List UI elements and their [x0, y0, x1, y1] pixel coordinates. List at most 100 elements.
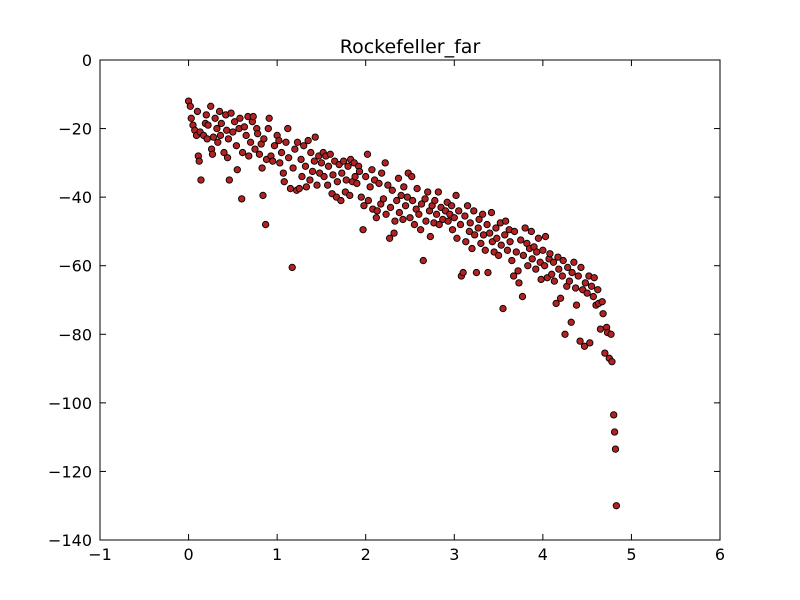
data-point: [385, 234, 394, 242]
data-point: [289, 164, 297, 172]
y-tick-label: −60: [58, 257, 92, 276]
data-point: [323, 181, 332, 189]
data-point: [329, 171, 337, 179]
data-point: [471, 231, 479, 239]
data-point: [307, 148, 315, 157]
data-point: [359, 226, 367, 234]
data-point: [572, 301, 581, 309]
data-point: [285, 154, 293, 162]
data-point: [474, 224, 482, 232]
data-point: [570, 258, 578, 266]
data-point: [324, 162, 333, 170]
data-point: [400, 183, 408, 191]
data-point: [524, 262, 532, 270]
data-point: [390, 229, 398, 237]
data-point: [282, 138, 290, 146]
data-point: [261, 220, 270, 229]
data-point: [366, 183, 374, 191]
data-point: [481, 246, 489, 254]
data-point: [311, 133, 319, 141]
y-tick-label: −100: [48, 394, 92, 413]
data-point: [452, 191, 460, 200]
data-point: [483, 220, 491, 229]
data-point: [364, 196, 373, 205]
x-tick-label: 4: [538, 545, 548, 564]
data-point: [304, 136, 312, 145]
data-point: [279, 169, 287, 177]
data-point: [576, 337, 584, 345]
data-point: [417, 200, 426, 208]
data-point: [487, 208, 496, 217]
data-point: [556, 294, 565, 302]
data-point: [394, 174, 403, 182]
data-point: [382, 210, 390, 218]
data-point: [589, 292, 597, 301]
data-point: [549, 258, 558, 266]
data-point: [413, 184, 421, 193]
data-point: [326, 150, 334, 158]
data-point: [539, 246, 547, 254]
data-point: [577, 263, 585, 272]
x-tick-label: −1: [88, 545, 112, 564]
data-point: [409, 196, 417, 205]
data-point: [558, 272, 566, 280]
data-point: [601, 349, 609, 357]
data-point: [571, 284, 580, 292]
data-point: [541, 232, 550, 241]
data-point: [494, 251, 503, 260]
data-point: [552, 299, 560, 308]
data-point: [586, 339, 594, 347]
data-point: [550, 277, 559, 285]
data-point: [245, 152, 253, 160]
plot-frame: [99, 59, 721, 541]
data-point: [225, 176, 233, 184]
data-point: [444, 217, 452, 225]
data-point: [251, 145, 259, 153]
data-point: [284, 124, 292, 133]
x-tick-label: 2: [361, 545, 371, 564]
data-point: [203, 135, 211, 143]
data-point: [502, 217, 510, 225]
data-point: [463, 202, 472, 210]
data-point: [521, 224, 529, 232]
data-point: [246, 138, 255, 146]
data-point: [217, 119, 225, 128]
data-point: [229, 128, 237, 136]
data-point: [381, 159, 389, 167]
data-point: [431, 196, 439, 205]
data-point: [270, 142, 279, 150]
data-point: [265, 114, 273, 122]
data-point: [456, 220, 465, 229]
x-tick-label: 1: [272, 545, 282, 564]
data-point: [216, 131, 225, 140]
data-point: [337, 196, 345, 205]
y-tick-label: −20: [58, 120, 92, 139]
data-point: [240, 123, 249, 131]
data-point: [338, 169, 346, 177]
x-tick-label: 3: [449, 545, 459, 564]
data-point: [211, 114, 219, 122]
data-point: [608, 358, 616, 366]
data-point: [581, 279, 590, 287]
data-point: [514, 267, 522, 275]
data-point: [567, 318, 575, 326]
data-point: [378, 169, 386, 177]
data-point: [554, 253, 562, 261]
data-point: [276, 159, 284, 167]
data-point: [599, 310, 607, 318]
data-point: [313, 181, 321, 189]
data-point: [320, 172, 328, 181]
data-point: [357, 193, 365, 201]
data-point: [401, 202, 410, 210]
data-point: [397, 191, 405, 200]
data-point: [492, 224, 500, 232]
data-point: [459, 268, 467, 277]
data-point: [208, 150, 217, 158]
data-point: [215, 107, 224, 116]
data-point: [421, 195, 429, 203]
data-point: [515, 279, 523, 287]
data-point: [559, 256, 567, 265]
data-point: [353, 179, 361, 188]
